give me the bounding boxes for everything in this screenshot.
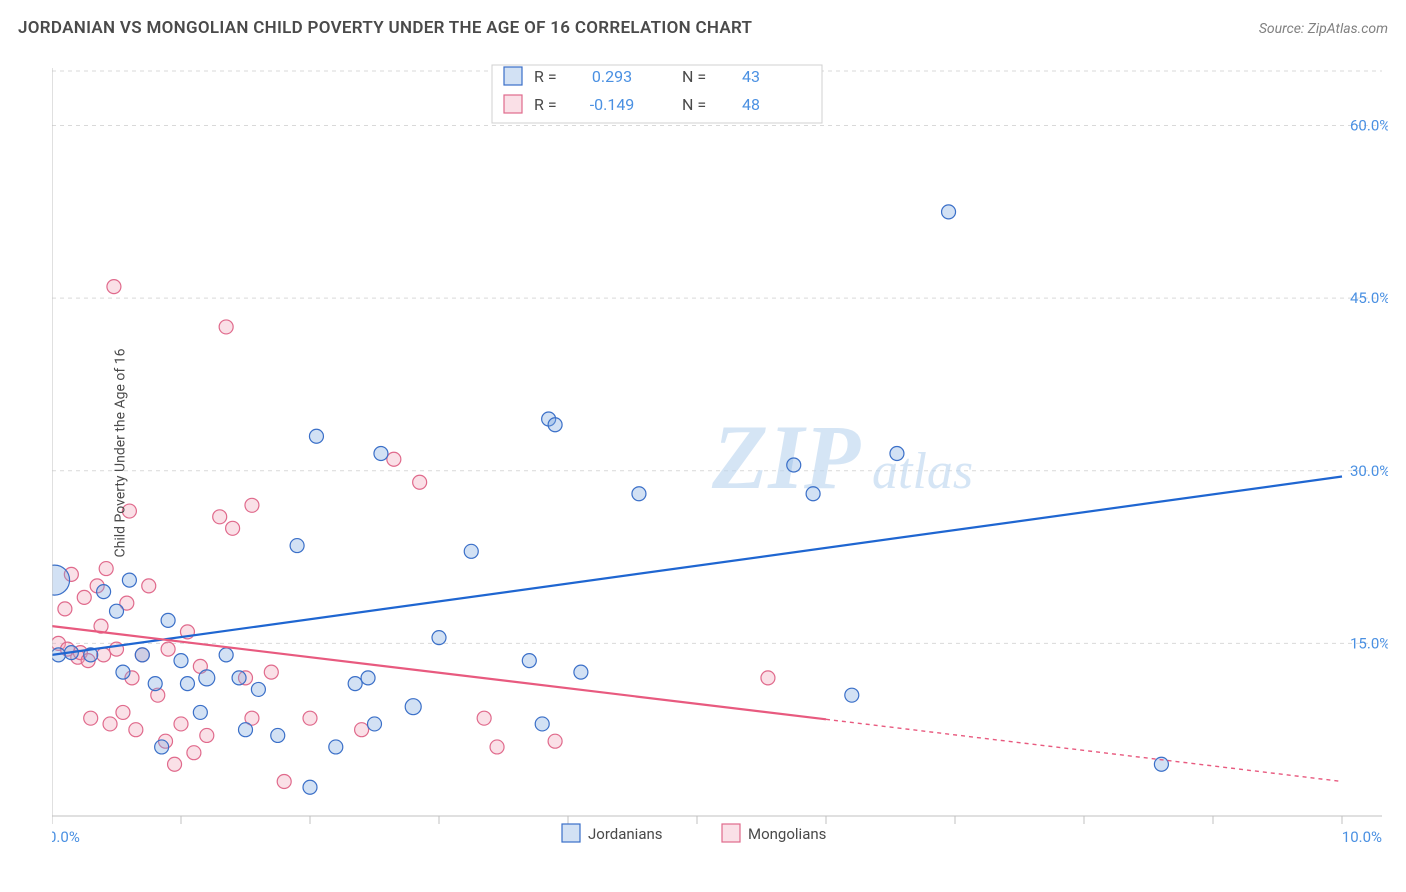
svg-text:48: 48 xyxy=(742,95,760,114)
svg-text:0.293: 0.293 xyxy=(592,67,632,86)
svg-text:60.0%: 60.0% xyxy=(1350,117,1388,135)
svg-text:43: 43 xyxy=(742,67,760,86)
svg-text:atlas: atlas xyxy=(872,443,973,500)
chart-title: JORDANIAN VS MONGOLIAN CHILD POVERTY UND… xyxy=(18,18,752,38)
svg-text:-0.149: -0.149 xyxy=(590,95,635,114)
svg-text:N =: N = xyxy=(682,67,706,86)
svg-text:10.0%: 10.0% xyxy=(1342,828,1382,846)
svg-text:0.0%: 0.0% xyxy=(52,828,80,846)
y-axis-label: Child Poverty Under the Age of 16 xyxy=(113,349,129,558)
source-attribution: Source: ZipAtlas.com xyxy=(1259,21,1388,37)
svg-text:15.0%: 15.0% xyxy=(1350,634,1388,652)
svg-text:R =: R = xyxy=(534,95,557,114)
svg-text:45.0%: 45.0% xyxy=(1350,289,1388,307)
svg-text:R =: R = xyxy=(534,67,557,86)
scatter-chart: 15.0% 30.0% 45.0% 60.0% ZIPatlas 0.0% 10.0% R =… xyxy=(52,58,1388,878)
svg-text:30.0%: 30.0% xyxy=(1350,462,1388,480)
svg-text:Jordanians: Jordanians xyxy=(588,825,663,843)
svg-text:N =: N = xyxy=(682,95,706,114)
chart-area: Child Poverty Under the Age of 16 15.0% 3… xyxy=(52,58,1388,848)
svg-text:Mongolians: Mongolians xyxy=(748,825,826,843)
svg-text:ZIP: ZIP xyxy=(711,406,861,508)
